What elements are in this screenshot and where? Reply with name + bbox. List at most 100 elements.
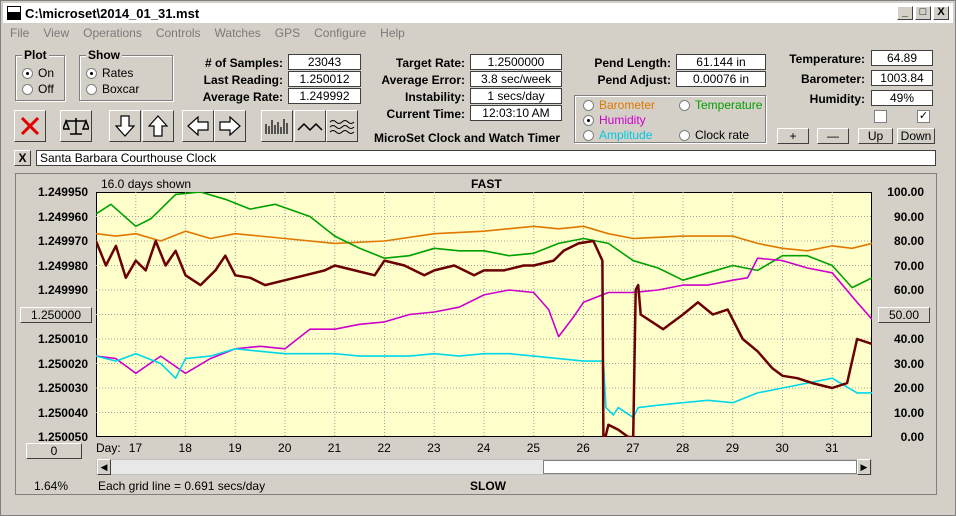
left-tick-label: 1.249970 [37, 234, 88, 248]
menu-help[interactable]: Help [380, 26, 405, 40]
show-boxcar-label: Boxcar [102, 82, 140, 96]
radio-on-icon [22, 67, 33, 79]
last-reading-field: 1.250012 [288, 71, 361, 87]
x-tick-label: 25 [526, 441, 541, 455]
scroll-left-button[interactable]: ◀ [97, 459, 111, 475]
left-bottom-button[interactable]: 0 [26, 443, 82, 459]
temperature-label: Temperature: [789, 52, 865, 66]
sensor-humidity-label: Humidity [599, 113, 646, 127]
pend-length-label: Pend Length: [594, 56, 671, 70]
x-tick-label: 18 [178, 441, 192, 455]
wave-button[interactable] [294, 110, 326, 142]
samples-field: 23043 [288, 54, 361, 70]
right-tick-label: 60.00 [893, 283, 924, 297]
sensor-temperature-radio[interactable]: Temperature [679, 97, 762, 113]
last-reading-label: Last Reading: [203, 73, 283, 87]
show-group: Show Rates Boxcar [79, 48, 173, 101]
x-tick-label: 28 [675, 441, 690, 455]
noise-icon [329, 120, 355, 134]
arrow-right-button[interactable] [214, 110, 246, 142]
average-rate-label: Average Rate: [202, 90, 283, 104]
horizontal-scrollbar[interactable]: ◀ ▶ [96, 459, 872, 475]
chart-title: FAST [471, 177, 502, 191]
series-line-0 [96, 225, 872, 252]
show-rates-radio[interactable]: Rates [86, 65, 133, 81]
menu-watches[interactable]: Watches [214, 26, 261, 40]
close-button[interactable]: X [933, 6, 949, 20]
arrow-left-button[interactable] [182, 110, 214, 142]
sensor-barometer-label: Barometer [599, 98, 656, 112]
noise-button[interactable] [326, 110, 358, 142]
sensor-humidity-radio[interactable]: Humidity [583, 112, 646, 128]
minimize-button[interactable]: _ [897, 6, 913, 20]
sensor-amplitude-radio[interactable]: Amplitude [583, 127, 652, 143]
checkbox-1[interactable] [874, 110, 887, 123]
instability-field: 1 secs/day [470, 88, 562, 104]
plot-on-label: On [38, 66, 55, 80]
plot-off-radio[interactable]: Off [22, 81, 54, 97]
left-percent: 1.64% [34, 479, 69, 493]
barometer-field: 1003.84 [871, 70, 933, 86]
radio-off-icon [679, 129, 690, 141]
balance-button[interactable] [60, 110, 92, 142]
left-tick-label: 1.250020 [37, 356, 88, 371]
sensor-select-group: Barometer Temperature Humidity Clock rat… [574, 95, 766, 143]
stop-icon [20, 116, 40, 136]
avg-error-label: Average Error: [381, 73, 465, 87]
plot-group-title: Plot [22, 48, 49, 62]
arrow-down-icon [115, 115, 135, 137]
app-icon [7, 6, 21, 20]
menu-view[interactable]: View [43, 26, 70, 40]
bars-button[interactable] [261, 110, 293, 142]
show-boxcar-radio[interactable]: Boxcar [86, 81, 139, 97]
scale-down-button[interactable]: Down [897, 128, 935, 144]
barometer-label: Barometer: [800, 72, 865, 86]
scale-minus-button[interactable]: — [817, 128, 849, 144]
right-tick-label: 0.00 [900, 430, 924, 444]
radio-off-icon [22, 83, 33, 95]
left-tick-label: 1.249950 [37, 185, 88, 199]
current-time-label: Current Time: [386, 107, 465, 121]
right-center-button[interactable]: 50.00 [878, 307, 930, 323]
menu-file[interactable]: File [10, 26, 30, 40]
left-center-button[interactable]: 1.250000 [20, 307, 92, 323]
plot-off-label: Off [38, 82, 54, 96]
average-rate-field: 1.249992 [288, 88, 361, 104]
left-tick-label: 1.249960 [37, 209, 88, 224]
plot-group: Plot On Off [15, 48, 65, 101]
radio-off-icon [583, 129, 594, 141]
target-rate-field[interactable]: 1.2500000 [470, 54, 562, 70]
x-axis-prefix: Day: [96, 441, 121, 455]
scroll-thumb[interactable] [543, 460, 857, 474]
menu-gps[interactable]: GPS [274, 26, 301, 40]
close-clock-button[interactable]: X [14, 150, 31, 166]
humidity-label: Humidity: [809, 92, 865, 106]
x-tick-label: 21 [327, 441, 342, 455]
clock-name-input[interactable]: Santa Barbara Courthouse Clock [36, 150, 936, 166]
scale-plus-button[interactable]: + [777, 128, 809, 144]
menu-configure[interactable]: Configure [314, 26, 367, 40]
maximize-button[interactable]: □ [915, 6, 931, 20]
right-tick-label: 20.00 [893, 381, 924, 395]
x-tick-label: 31 [825, 441, 839, 455]
checkbox-2[interactable]: ✓ [917, 110, 930, 123]
scale-up-button[interactable]: Up [858, 128, 893, 144]
left-tick-label: 1.250030 [37, 381, 88, 395]
balance-icon [63, 118, 89, 135]
left-tick-label: 1.249980 [37, 258, 88, 273]
pend-length-field: 61.144 in [676, 54, 766, 70]
left-tick-label: 1.250040 [37, 405, 88, 420]
plot-on-radio[interactable]: On [22, 65, 54, 81]
sensor-clock-rate-radio[interactable]: Clock rate [679, 127, 749, 143]
sensor-barometer-radio[interactable]: Barometer [583, 97, 655, 113]
arrow-down-button[interactable] [109, 110, 141, 142]
right-tick-label: 80.00 [893, 234, 924, 248]
current-time-field: 12:03:10 AM [470, 105, 562, 121]
menu-operations[interactable]: Operations [83, 26, 142, 40]
scroll-right-button[interactable]: ▶ [857, 459, 871, 475]
radio-on-icon [583, 114, 594, 126]
arrow-up-button[interactable] [142, 110, 174, 142]
stop-button[interactable] [14, 110, 46, 142]
menu-controls[interactable]: Controls [155, 26, 201, 40]
pend-adjust-label: Pend Adjust: [597, 73, 671, 87]
